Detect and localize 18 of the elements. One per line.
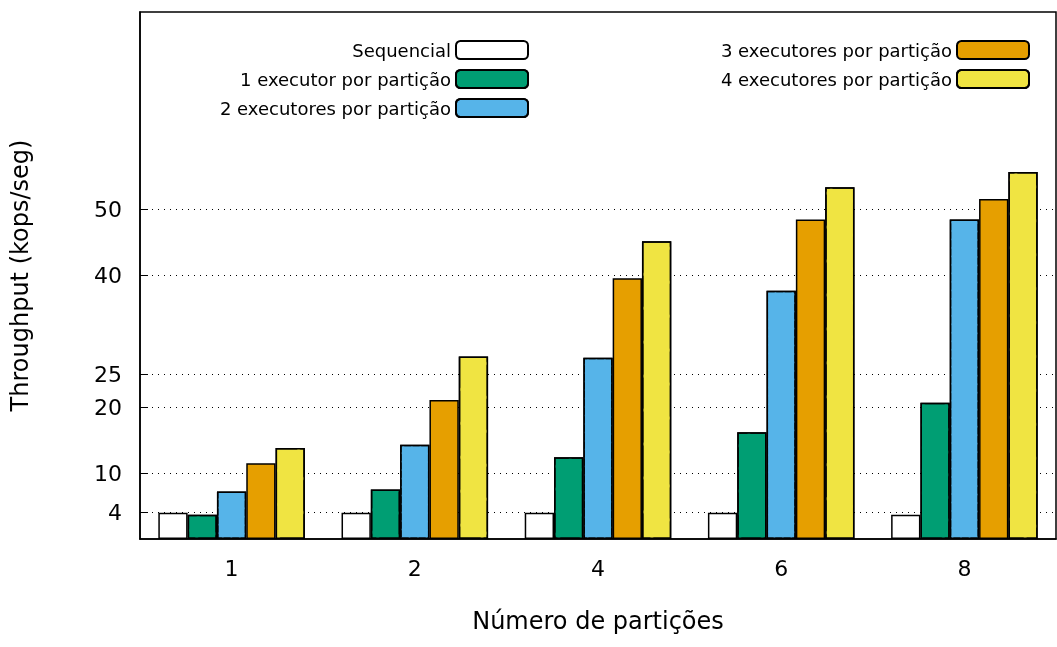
y-tick-label: 20 bbox=[94, 394, 122, 420]
x-axis-title: Número de partições bbox=[472, 607, 724, 635]
legend-label: 1 executor por partição bbox=[239, 68, 451, 90]
y-axis-title: Throughput (kops/seg) bbox=[6, 139, 34, 413]
legend-label: 2 executores por partição bbox=[219, 97, 451, 119]
y-tick-label: 10 bbox=[94, 460, 122, 486]
y-tick-label: 50 bbox=[94, 197, 122, 223]
x-tick-label: 2 bbox=[407, 555, 422, 581]
legend-label: 4 executores por partição bbox=[720, 68, 952, 90]
y-tick-label: 40 bbox=[94, 263, 122, 288]
x-tick-label: 6 bbox=[774, 555, 789, 581]
legend-label: Sequencial bbox=[352, 39, 451, 61]
x-tick-label: 1 bbox=[224, 555, 239, 581]
y-tick-label: 25 bbox=[94, 361, 122, 387]
y-tick-label: 4 bbox=[108, 500, 122, 526]
x-tick-label: 8 bbox=[957, 555, 972, 581]
x-tick-label: 4 bbox=[591, 555, 605, 581]
legend-label: 3 executores por partição bbox=[720, 39, 952, 61]
